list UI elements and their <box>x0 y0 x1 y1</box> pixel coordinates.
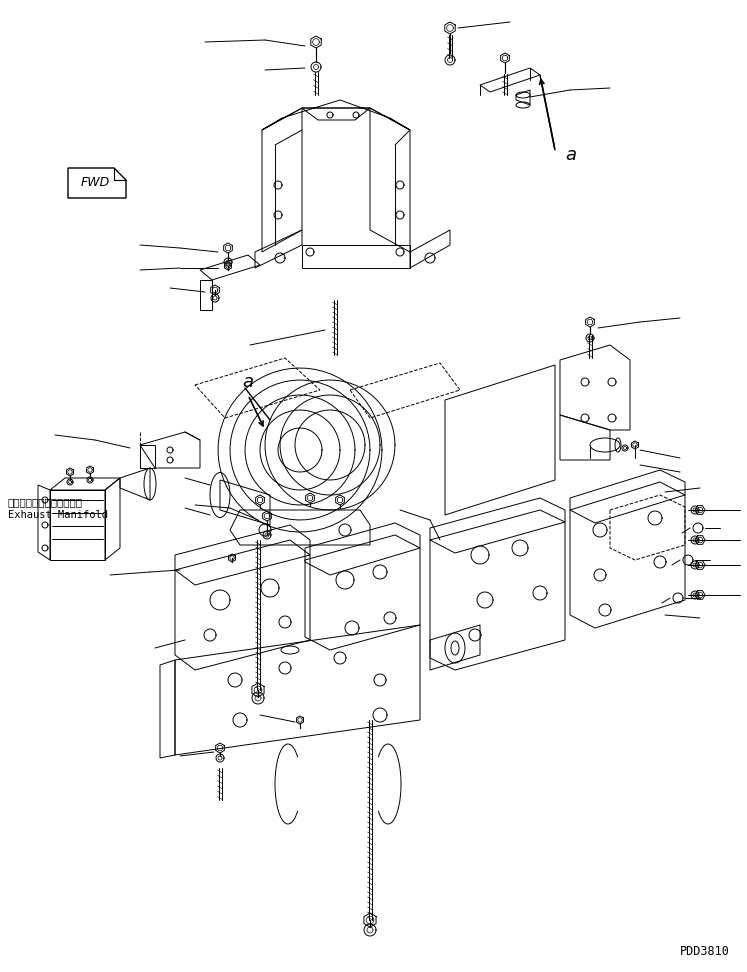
Text: エキゾーストマニホールド: エキゾーストマニホールド <box>8 497 83 507</box>
Text: Exhaust Manifold: Exhaust Manifold <box>8 510 108 520</box>
Text: PDD3810: PDD3810 <box>680 945 730 958</box>
Text: a: a <box>565 146 576 164</box>
Text: a: a <box>242 373 253 391</box>
Text: FWD: FWD <box>81 177 110 190</box>
